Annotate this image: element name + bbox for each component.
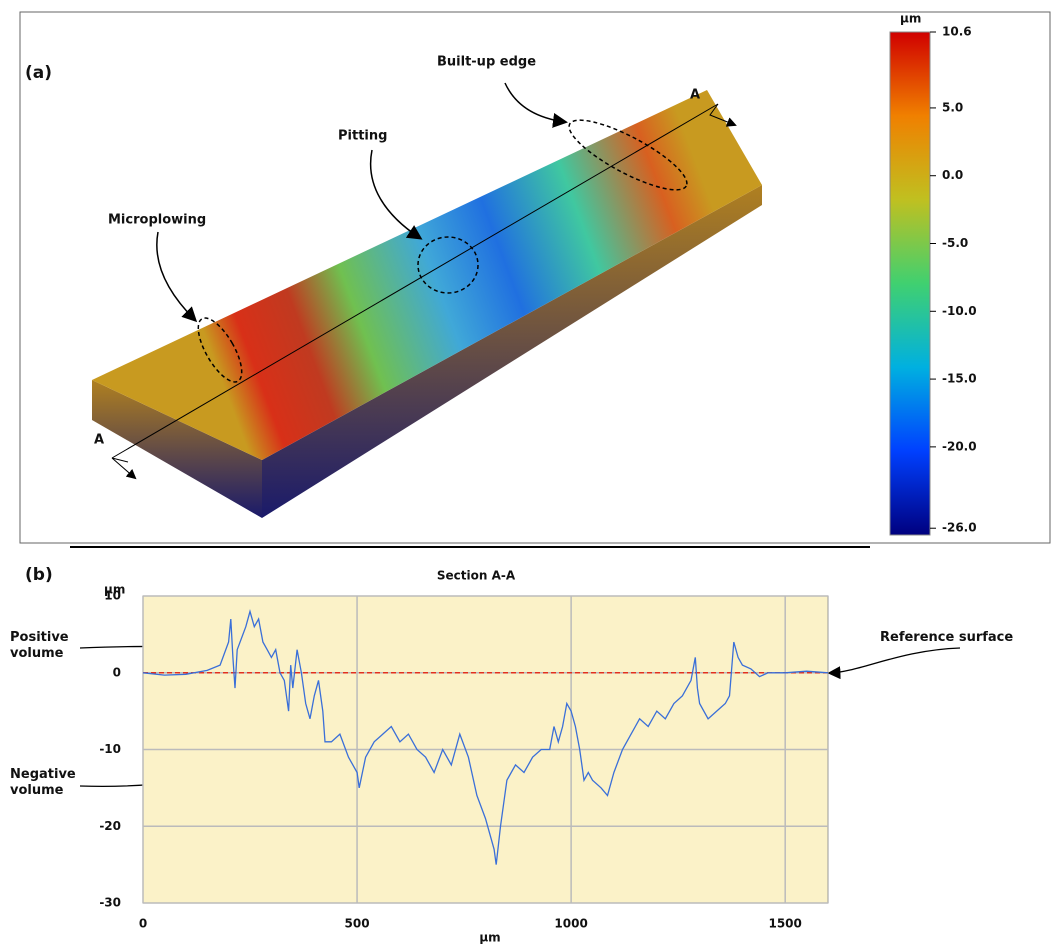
y-tick-label: -10 [99, 742, 121, 756]
x-tick-label: 1000 [554, 917, 587, 931]
y-tick-label: -30 [99, 896, 121, 910]
annotation: Negative volume [10, 767, 90, 799]
colorbar-label: µm [900, 12, 921, 26]
y-tick-label: 10 [104, 589, 121, 603]
y-tick-label: -20 [99, 819, 121, 833]
colorbar-tick-label: -10.0 [942, 304, 977, 318]
page: (a) Microplowing Pitting Built-up edge A Aµm 1… [0, 0, 1053, 945]
arrow [830, 648, 960, 673]
colorbar-tick-label: -26.0 [942, 521, 977, 535]
arrow [371, 150, 420, 238]
colorbar-tick-label: 0.0 [942, 168, 963, 182]
annotation: Reference surface [880, 630, 1040, 646]
panel-label: (b) [25, 565, 53, 585]
colorbar-tick-label: 5.0 [942, 100, 963, 114]
arrow [157, 232, 195, 320]
section-label: A [94, 433, 104, 448]
annotation: Built-up edge [437, 55, 536, 70]
y-tick-label: 0 [113, 665, 121, 679]
x-axis-label: µm [479, 931, 500, 945]
colorbar-tick-label: -5.0 [942, 236, 968, 250]
x-tick-label: 500 [345, 917, 370, 931]
colorbar [890, 32, 930, 535]
annotation: Positive volume [10, 630, 90, 662]
colorbar-tick-label: -20.0 [942, 439, 977, 453]
x-tick-label: 1500 [768, 917, 801, 931]
annotation: Microplowing [108, 213, 206, 228]
colorbar-tick-label: -15.0 [942, 372, 977, 386]
annotation: Pitting [338, 129, 387, 144]
x-tick-label: 0 [139, 917, 147, 931]
chart-title: Section A-A [437, 569, 516, 583]
panel-label: (a) [25, 63, 52, 83]
figure: (a) Microplowing Pitting Built-up edge A Aµm 1… [0, 0, 1053, 945]
arrow [505, 83, 565, 122]
colorbar-tick-label: 10.6 [942, 25, 972, 39]
section-label: A [690, 88, 700, 103]
section-arrow [112, 458, 135, 478]
